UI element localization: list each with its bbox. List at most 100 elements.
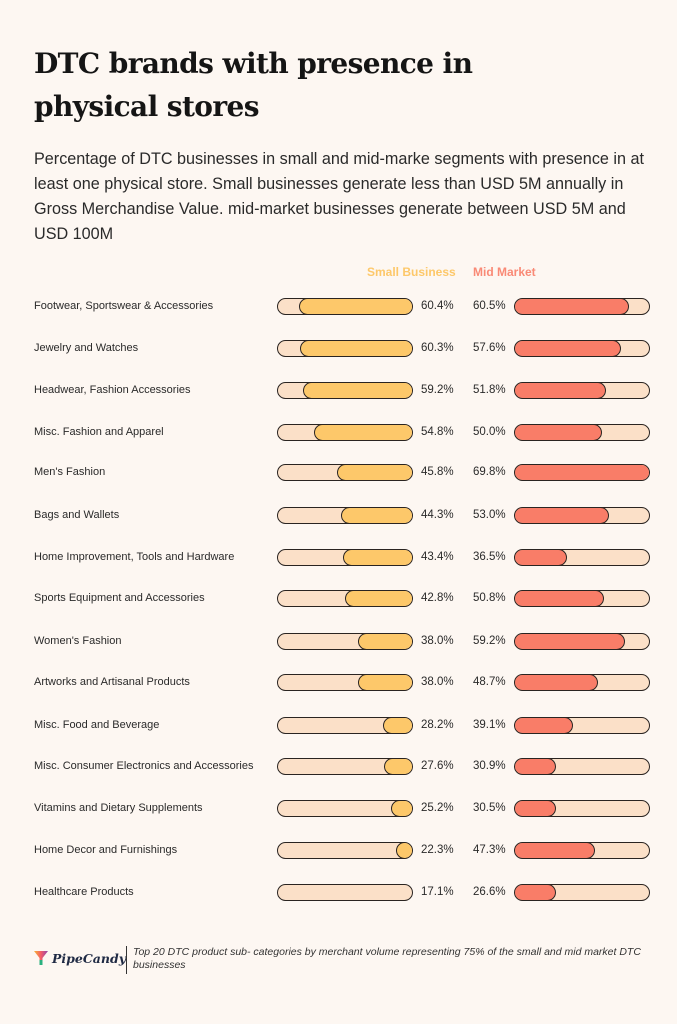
category-label: Home Decor and Furnishings xyxy=(34,844,178,856)
mid-market-bar xyxy=(515,383,606,398)
small-business-bar-track xyxy=(277,884,413,901)
mid-market-bar xyxy=(515,801,556,816)
chart-row: Footwear, Sportswear & Accessories 60.4%… xyxy=(0,298,677,318)
mid-market-bar xyxy=(515,299,629,314)
mid-market-bar-track xyxy=(514,674,650,691)
small-business-value-label: 27.6% xyxy=(421,760,454,772)
small-business-bar-track xyxy=(277,464,413,481)
mid-market-bar xyxy=(515,718,573,733)
mid-market-value-label: 36.5% xyxy=(473,551,506,563)
chart-row: Bags and Wallets 44.3% 53.0% xyxy=(0,507,677,527)
mid-market-bar-track xyxy=(514,464,650,481)
mid-market-bar xyxy=(515,634,625,649)
mid-market-bar xyxy=(515,591,604,606)
chart-subtitle: Percentage of DTC businesses in small an… xyxy=(34,150,645,243)
small-business-value-label: 45.8% xyxy=(421,466,454,478)
mid-market-value-label: 60.5% xyxy=(473,300,506,312)
category-label: Misc. Fashion and Apparel xyxy=(34,426,164,438)
mid-market-value-label: 59.2% xyxy=(473,635,506,647)
chart-row: Jewelry and Watches 60.3% 57.6% xyxy=(0,340,677,360)
mid-market-bar-track xyxy=(514,884,650,901)
mid-market-value-label: 50.8% xyxy=(473,592,506,604)
chart-row: Home Decor and Furnishings 22.3% 47.3% xyxy=(0,842,677,862)
mid-market-bar-track xyxy=(514,842,650,859)
mid-market-value-label: 30.9% xyxy=(473,760,506,772)
legend-mid-market: Mid Market xyxy=(473,265,536,279)
small-business-value-label: 44.3% xyxy=(421,509,454,521)
mid-market-bar-track xyxy=(514,800,650,817)
small-business-value-label: 22.3% xyxy=(421,844,454,856)
funnel-icon xyxy=(34,951,48,965)
footer-divider xyxy=(126,946,127,974)
small-business-value-label: 25.2% xyxy=(421,802,454,814)
chart-row: Misc. Food and Beverage 28.2% 39.1% xyxy=(0,717,677,737)
mid-market-bar-track xyxy=(514,549,650,566)
small-business-bar xyxy=(382,718,412,733)
mid-market-bar xyxy=(515,675,598,690)
small-business-bar xyxy=(302,383,412,398)
category-label: Healthcare Products xyxy=(34,886,134,898)
mid-market-value-label: 30.5% xyxy=(473,802,506,814)
footer-note: Top 20 DTC product sub- categories by me… xyxy=(133,946,641,971)
small-business-bar-track xyxy=(277,842,413,859)
small-business-bar-track xyxy=(277,800,413,817)
category-label: Women's Fashion xyxy=(34,635,122,647)
small-business-value-label: 42.8% xyxy=(421,592,454,604)
small-business-value-label: 28.2% xyxy=(421,719,454,731)
small-business-value-label: 38.0% xyxy=(421,676,454,688)
small-business-bar-track xyxy=(277,424,413,441)
category-label: Headwear, Fashion Accessories xyxy=(34,384,191,396)
small-business-value-label: 60.4% xyxy=(421,300,454,312)
small-business-value-label: 54.8% xyxy=(421,426,454,438)
mid-market-bar-track xyxy=(514,507,650,524)
small-business-bar-track xyxy=(277,717,413,734)
small-business-bar xyxy=(383,759,412,774)
small-business-bar xyxy=(299,341,412,356)
category-label: Misc. Consumer Electronics and Accessori… xyxy=(34,760,254,772)
mid-market-bar xyxy=(515,508,609,523)
brand-logo: PipeCandy xyxy=(34,950,126,966)
category-label: Vitamins and Dietary Supplements xyxy=(34,802,203,814)
category-label: Bags and Wallets xyxy=(34,509,120,521)
mid-market-bar-track xyxy=(514,633,650,650)
small-business-bar-track xyxy=(277,298,413,315)
mid-market-bar-track xyxy=(514,340,650,357)
chart-row: Vitamins and Dietary Supplements 25.2% 3… xyxy=(0,800,677,820)
legend-small-business: Small Business xyxy=(367,265,456,279)
mid-market-value-label: 57.6% xyxy=(473,342,506,354)
small-business-bar-track xyxy=(277,590,413,607)
small-business-value-label: 60.3% xyxy=(421,342,454,354)
mid-market-bar xyxy=(515,465,649,480)
small-business-bar xyxy=(298,299,412,314)
chart-title: DTC brands with presence in physical sto… xyxy=(34,47,473,123)
small-business-bar-track xyxy=(277,507,413,524)
mid-market-bar xyxy=(515,341,621,356)
mid-market-value-label: 53.0% xyxy=(473,509,506,521)
chart-row: Headwear, Fashion Accessories 59.2% 51.8… xyxy=(0,382,677,402)
small-business-bar xyxy=(336,465,412,480)
small-business-bar xyxy=(340,508,412,523)
mid-market-bar xyxy=(515,885,556,900)
mid-market-value-label: 47.3% xyxy=(473,844,506,856)
mid-market-bar-track xyxy=(514,758,650,775)
small-business-value-label: 59.2% xyxy=(421,384,454,396)
mid-market-value-label: 39.1% xyxy=(473,719,506,731)
small-business-bar-track xyxy=(277,549,413,566)
chart-row: Artworks and Artisanal Products 38.0% 48… xyxy=(0,674,677,694)
small-business-bar xyxy=(342,550,412,565)
chart-row: Misc. Fashion and Apparel 54.8% 50.0% xyxy=(0,424,677,444)
small-business-value-label: 17.1% xyxy=(421,886,454,898)
mid-market-bar xyxy=(515,843,595,858)
small-business-bar-track xyxy=(277,340,413,357)
chart-row: Healthcare Products 17.1% 26.6% xyxy=(0,884,677,904)
chart-row: Misc. Consumer Electronics and Accessori… xyxy=(0,758,677,778)
mid-market-value-label: 26.6% xyxy=(473,886,506,898)
mid-market-bar xyxy=(515,550,567,565)
mid-market-bar-track xyxy=(514,717,650,734)
small-business-bar-track xyxy=(277,633,413,650)
category-label: Jewelry and Watches xyxy=(34,342,139,354)
category-label: Sports Equipment and Accessories xyxy=(34,592,205,604)
mid-market-bar-track xyxy=(514,590,650,607)
small-business-bar xyxy=(344,591,412,606)
chart-row: Home Improvement, Tools and Hardware 43.… xyxy=(0,549,677,569)
